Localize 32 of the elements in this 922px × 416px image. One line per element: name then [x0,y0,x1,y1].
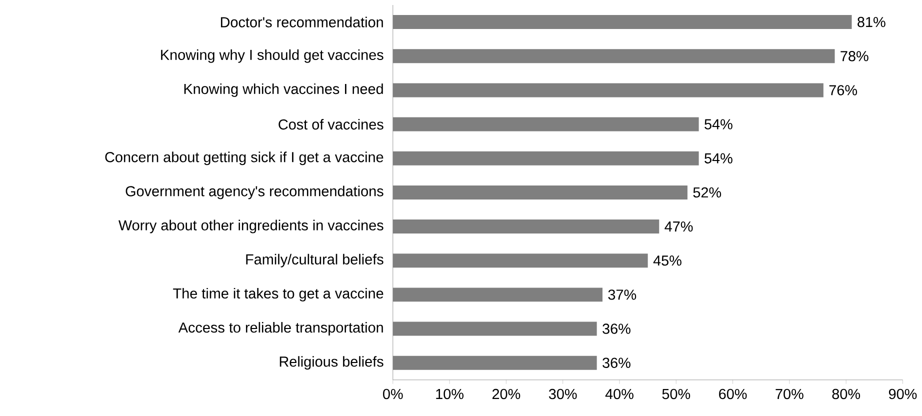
y-tick-label: Religious beliefs [280,356,384,370]
y-tick-label: Knowing which vaccines I need [184,84,383,97]
x-tick-label: 60% [719,388,747,400]
x-tick-label: 0% [383,388,403,400]
y-tick-label: Cost of vaccines [278,119,384,130]
data-label: 37% [608,290,636,300]
data-label: 52% [693,187,722,198]
y-tick-label: Concern about getting sick if I get a vaccine [105,152,384,166]
x-tick-label: 20% [492,388,520,400]
y-tick-label: Worry about other ingredients in vaccines [118,220,384,234]
x-tick-label: 90% [888,388,917,400]
y-tick-label: Government agency's recommendations [126,186,384,200]
x-tick-label: 70% [776,388,804,400]
data-label: 36% [602,358,630,368]
y-tick-label: The time it takes to get a vaccine [173,288,384,302]
data-label: 78% [840,51,868,62]
y-tick-label: Doctor's recommendation [220,16,383,28]
data-label: 36% [602,324,630,334]
x-tick-label: 10% [436,388,464,400]
y-tick-label: Access to reliable transportation [178,322,383,336]
data-label: 81% [858,16,886,28]
data-label: 76% [829,85,858,96]
x-tick-label: 50% [662,388,690,400]
y-tick-label: Knowing why I should get vaccines [161,49,384,63]
data-label: 54% [704,119,732,130]
x-tick-label: 30% [548,388,577,400]
x-tick-label: 80% [832,388,860,400]
x-tick-label: 40% [605,388,634,400]
data-label: 47% [664,222,693,232]
data-label: 45% [653,256,682,266]
y-tick-label: Family/cultural beliefs [246,254,384,268]
data-label: 54% [704,153,732,164]
